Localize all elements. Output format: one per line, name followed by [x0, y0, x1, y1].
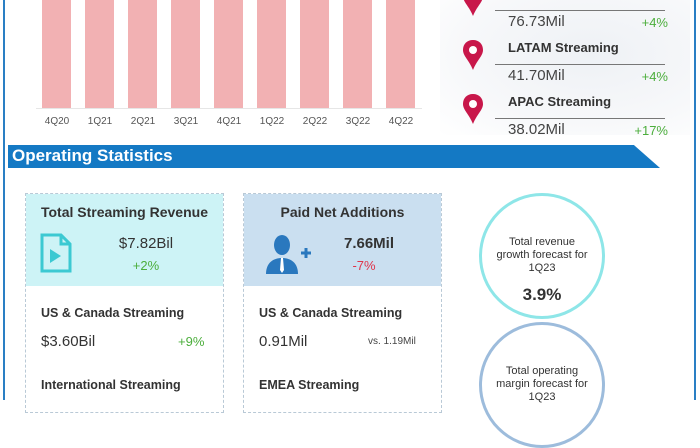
- add-user-icon: [266, 235, 311, 274]
- location-pin-icon: [463, 0, 483, 16]
- revenue-forecast-circle: Total revenue growth forecast for 1Q23 3…: [479, 193, 605, 319]
- additions-card-header: Paid Net Additions 7.66Mil -7%: [244, 194, 441, 286]
- region-divider: [495, 118, 665, 119]
- us-canada-revenue-label: US & Canada Streaming: [41, 306, 185, 320]
- bar-3Q21: [171, 0, 200, 108]
- world-map-background: [440, 0, 690, 135]
- bar-1Q22: [257, 0, 286, 108]
- frame-left-border: [3, 0, 5, 400]
- revenue-title: Total Streaming Revenue: [40, 204, 208, 220]
- x-tick-label: 1Q22: [259, 116, 285, 127]
- region-value: 41.70Mil: [508, 67, 565, 84]
- international-label: International Streaming: [41, 378, 181, 392]
- region-divider: [495, 10, 665, 11]
- region-value: 76.73Mil: [508, 13, 565, 30]
- location-pin-icon: [463, 94, 483, 124]
- bar-1Q21: [85, 0, 114, 108]
- revenue-card-header: Total Streaming Revenue $7.82Bil +2%: [26, 194, 223, 286]
- region-label: APAC Streaming: [508, 94, 612, 109]
- location-pin-icon: [463, 40, 483, 70]
- x-tick-label: 4Q21: [216, 116, 242, 127]
- us-canada-additions-compare: vs. 1.19Mil: [368, 336, 416, 347]
- section-header: Operating Statistics: [8, 145, 660, 168]
- margin-forecast-circle: Total operating margin forecast for 1Q23: [479, 322, 605, 448]
- region-value: 38.02Mil: [508, 121, 565, 138]
- bar-4Q22: [386, 0, 415, 108]
- additions-change: -7%: [352, 258, 376, 273]
- x-tick-label: 4Q20: [44, 116, 70, 127]
- x-tick-label: 2Q21: [130, 116, 156, 127]
- margin-forecast-label: Total operating margin forecast for 1Q23: [496, 365, 588, 403]
- revenue-forecast-value: 3.9%: [522, 285, 562, 304]
- x-tick-label: 3Q21: [173, 116, 199, 127]
- bar-2Q21: [128, 0, 157, 108]
- us-canada-revenue-change: +9%: [178, 334, 205, 349]
- region-divider: [495, 64, 665, 65]
- x-tick-label: 3Q22: [345, 116, 371, 127]
- revenue-value: $7.82Bil: [118, 235, 174, 252]
- x-tick-label: 4Q22: [388, 116, 414, 127]
- x-axis: [36, 108, 422, 109]
- region-change: +4%: [641, 69, 668, 84]
- bar-4Q20: [42, 0, 71, 108]
- frame-right-border: [694, 0, 696, 400]
- bar-4Q21: [214, 0, 243, 108]
- additions-card: Paid Net Additions 7.66Mil -7% US & Cana…: [243, 193, 442, 413]
- additions-value: 7.66Mil: [343, 235, 395, 252]
- additions-title: Paid Net Additions: [280, 204, 405, 220]
- emea-label: EMEA Streaming: [259, 378, 360, 392]
- play-file-icon: [40, 233, 72, 273]
- section-title: Operating Statistics: [12, 146, 173, 165]
- region-change: +4%: [641, 15, 668, 30]
- revenue-card: Total Streaming Revenue $7.82Bil +2% US …: [25, 193, 224, 413]
- us-canada-revenue-value: $3.60Bil: [41, 333, 96, 350]
- revenue-change: +2%: [132, 258, 160, 273]
- region-change: +17%: [634, 123, 668, 138]
- us-canada-additions-label: US & Canada Streaming: [259, 306, 403, 320]
- us-canada-additions-value: 0.91Mil: [259, 333, 308, 350]
- region-label: LATAM Streaming: [508, 40, 619, 55]
- bar-2Q22: [300, 0, 329, 108]
- x-tick-label: 1Q21: [87, 116, 113, 127]
- revenue-forecast-label: Total revenue growth forecast for 1Q23: [496, 236, 588, 274]
- x-tick-label: 2Q22: [302, 116, 328, 127]
- bar-3Q22: [343, 0, 372, 108]
